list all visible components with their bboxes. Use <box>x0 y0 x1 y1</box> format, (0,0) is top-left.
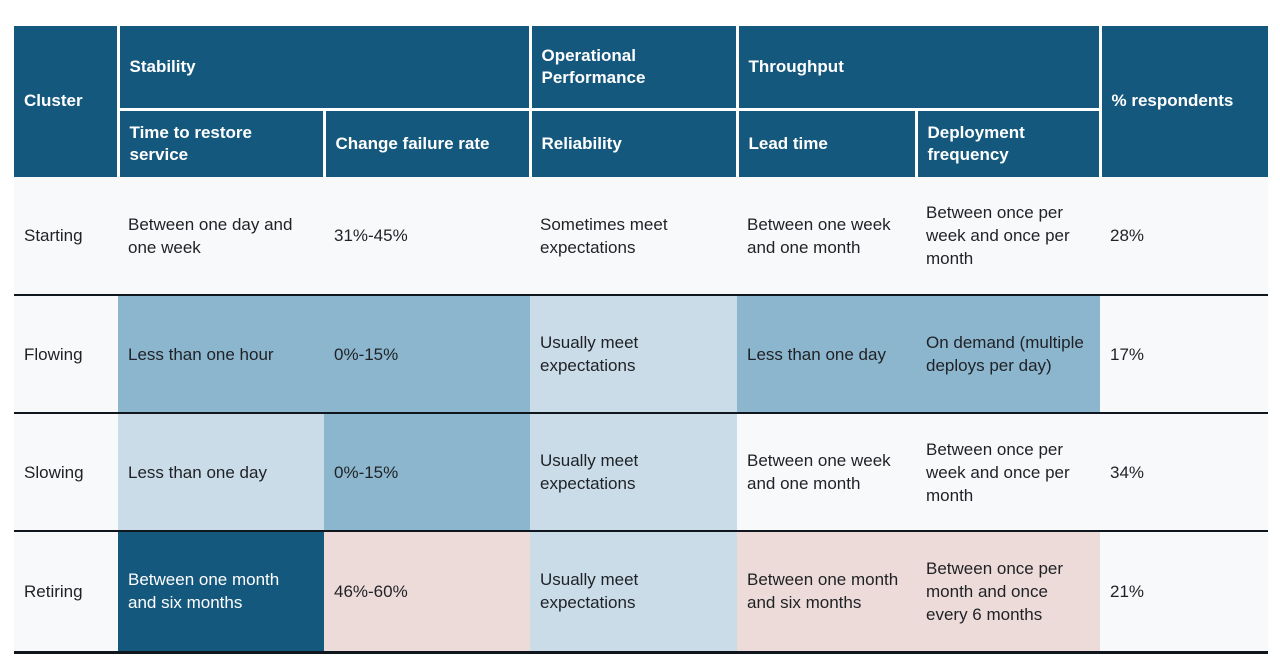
cell-respondents: 21% <box>1100 530 1269 654</box>
cell-respondents: 34% <box>1100 412 1269 531</box>
table-row-slowing: Slowing Less than one day 0%-15% Usually… <box>14 412 1269 531</box>
cell-cluster: Retiring <box>14 530 118 654</box>
cell-cluster: Slowing <box>14 412 118 531</box>
cell-lead-time: Between one week and one month <box>737 412 916 531</box>
cell-reliability: Sometimes meet expectations <box>530 177 737 295</box>
header-group-throughput: Throughput <box>737 26 1102 111</box>
cell-time-to-restore-service: Between one month and six months <box>118 530 324 654</box>
cell-reliability: Usually meet expectations <box>530 294 737 413</box>
table-row-retiring: Retiring Between one month and six month… <box>14 530 1269 654</box>
cell-change-failure-rate: 31%-45% <box>324 177 530 295</box>
header-sub-row: Time to restore service Change failure r… <box>14 109 1268 177</box>
cell-change-failure-rate: 0%-15% <box>324 412 530 531</box>
table-row-starting: Starting Between one day and one week 31… <box>14 177 1269 295</box>
cell-lead-time: Less than one day <box>737 294 916 413</box>
cell-respondents: 28% <box>1100 177 1269 295</box>
cell-time-to-restore-service: Between one day and one week <box>118 177 324 295</box>
cell-deployment-frequency: On demand (multiple deploys per day) <box>916 294 1101 413</box>
header-group-stability: Stability <box>118 26 532 111</box>
header-group-operational-performance: Operational Performance <box>530 26 739 111</box>
cell-cluster: Flowing <box>14 294 118 413</box>
cell-reliability: Usually meet expectations <box>530 530 737 654</box>
header-group-row: Cluster Stability Operational Performanc… <box>14 26 1269 177</box>
header-deployment-frequency: Deployment frequency <box>916 109 1102 177</box>
cell-time-to-restore-service: Less than one hour <box>118 294 324 413</box>
header-lead-time: Lead time <box>737 109 918 177</box>
header-reliability: Reliability <box>530 109 739 177</box>
header-respondents: % respondents <box>1100 26 1269 177</box>
cell-deployment-frequency: Between once per week and once per month <box>916 412 1101 531</box>
cell-lead-time: Between one week and one month <box>737 177 916 295</box>
cell-time-to-restore-service: Less than one day <box>118 412 324 531</box>
dora-clusters-table: Cluster Stability Operational Performanc… <box>14 26 1269 654</box>
header-cluster: Cluster <box>14 26 120 177</box>
cell-lead-time: Between one month and six months <box>737 530 916 654</box>
cell-change-failure-rate: 46%-60% <box>324 530 530 654</box>
header-change-failure-rate: Change failure rate <box>324 109 532 177</box>
table-body: Starting Between one day and one week 31… <box>14 177 1269 654</box>
cell-cluster: Starting <box>14 177 118 295</box>
table-header: Cluster Stability Operational Performanc… <box>14 26 1269 177</box>
cell-respondents: 17% <box>1100 294 1269 413</box>
table-row-flowing: Flowing Less than one hour 0%-15% Usuall… <box>14 294 1269 413</box>
cell-reliability: Usually meet expectations <box>530 412 737 531</box>
header-time-to-restore-service: Time to restore service <box>118 109 326 177</box>
cell-change-failure-rate: 0%-15% <box>324 294 530 413</box>
cell-deployment-frequency: Between once per month and once every 6 … <box>916 530 1101 654</box>
cell-deployment-frequency: Between once per week and once per month <box>916 177 1101 295</box>
